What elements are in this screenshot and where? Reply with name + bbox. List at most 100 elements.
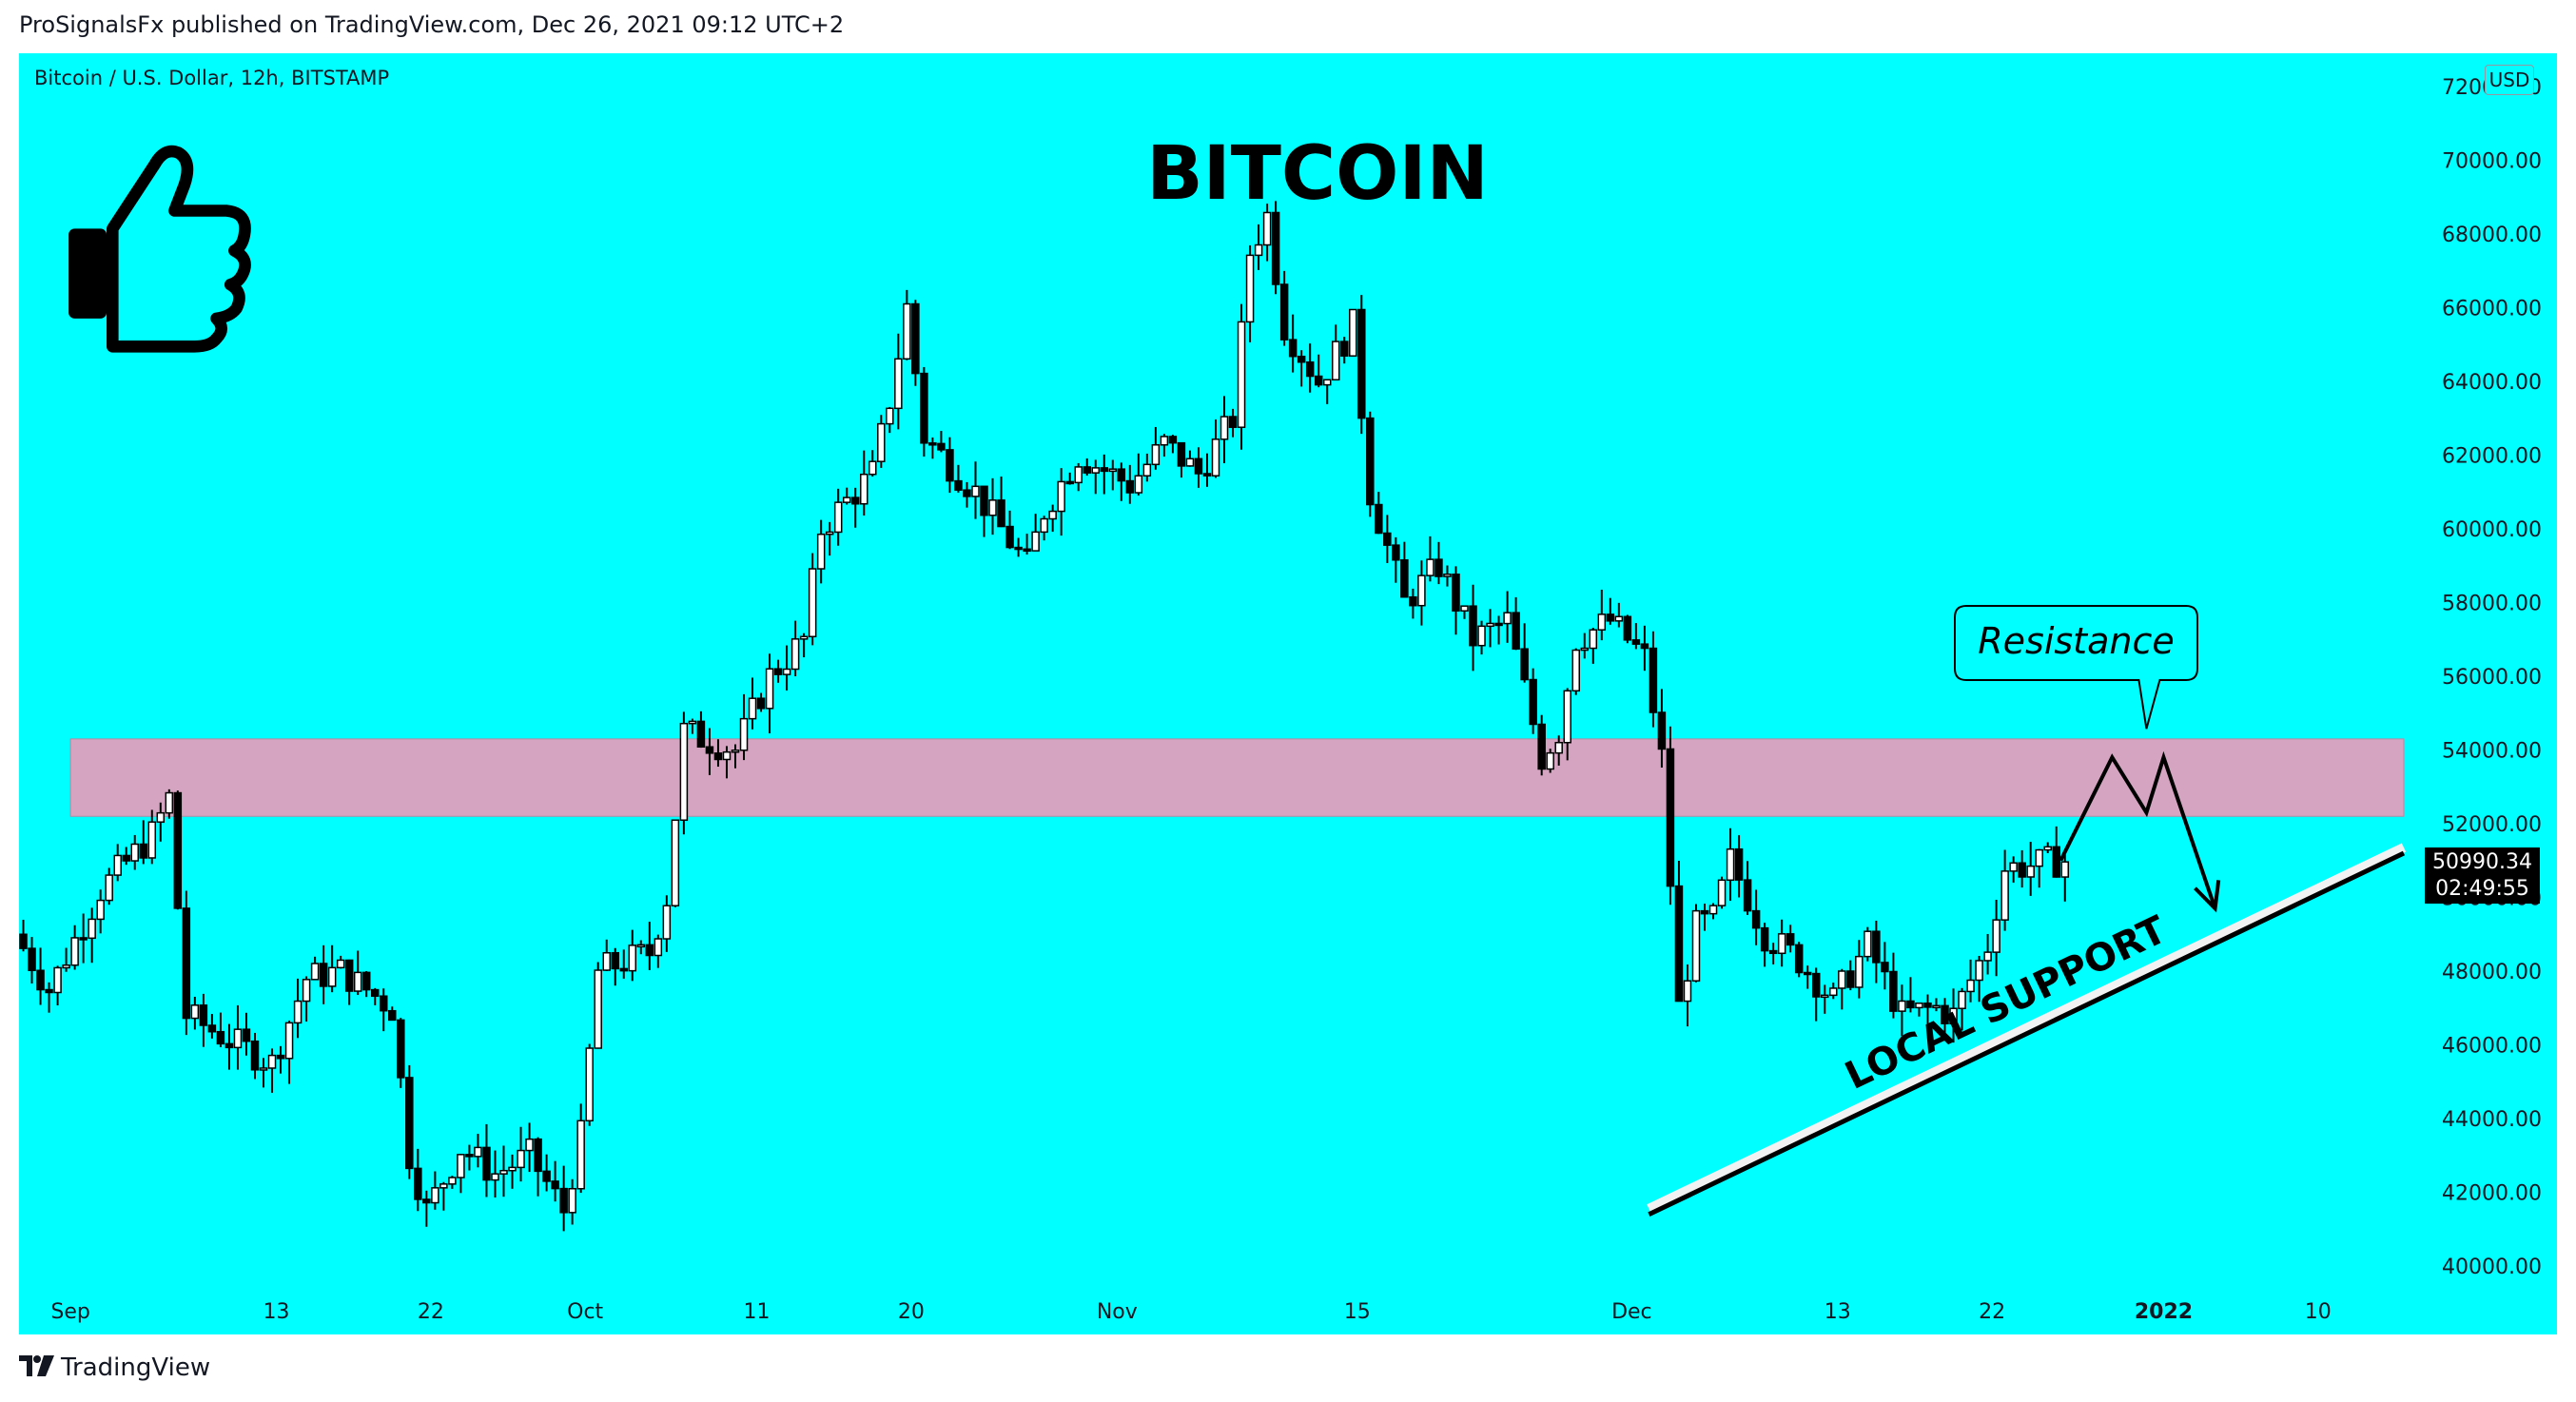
candle <box>576 1103 585 1193</box>
candle <box>1589 628 1598 664</box>
candle-body <box>28 947 36 971</box>
candle-body <box>705 746 714 754</box>
candle-body <box>1683 980 1692 1003</box>
candle-body <box>825 531 834 535</box>
candle <box>611 947 619 986</box>
candle-body <box>1898 1000 1906 1012</box>
candle <box>1023 534 1031 555</box>
candle-body <box>1674 885 1684 1003</box>
candle <box>1083 458 1091 476</box>
tradingview-logo-icon[interactable] <box>19 1355 55 1376</box>
candle-body <box>1503 612 1512 625</box>
candle <box>139 820 148 865</box>
candle <box>88 907 96 964</box>
candle-body <box>1821 994 1829 999</box>
currency-badge[interactable]: USD <box>2485 65 2534 95</box>
candle-body <box>1666 748 1675 887</box>
candle <box>1279 270 1289 346</box>
candle <box>1691 904 1701 983</box>
chart-pane[interactable]: LOCAL SUPPORT Resistance 40000.00 42000.0… <box>19 53 2557 1334</box>
candle <box>1005 510 1014 550</box>
candle-body <box>380 995 388 1012</box>
candle <box>1846 960 1855 991</box>
projection-arrow-icon <box>2194 880 2221 913</box>
candle <box>1546 749 1554 773</box>
publish-info-text: ProSignalsFx published on TradingView.co… <box>19 11 845 38</box>
chart-canvas[interactable]: LOCAL SUPPORT Resistance 40000.00 42000.0… <box>19 53 2557 1334</box>
candle-body <box>1580 647 1590 652</box>
candle <box>1040 516 1048 541</box>
candle-body <box>1305 360 1315 378</box>
thumbs-up-icon <box>68 145 251 353</box>
candle <box>1674 861 1684 1003</box>
candle <box>1245 244 1255 342</box>
candle-body <box>1314 375 1323 386</box>
candle <box>1932 998 1941 1012</box>
candle <box>1992 900 2000 977</box>
candle-body <box>1279 283 1289 341</box>
y-tick-label: 62000.00 <box>2442 445 2542 469</box>
candle-body <box>1125 479 1135 494</box>
candle-body <box>1855 955 1864 988</box>
candle-body <box>242 1028 251 1042</box>
candle-body <box>182 907 191 1020</box>
candle-body <box>1005 525 1014 549</box>
candle <box>833 488 843 546</box>
candle <box>748 677 757 730</box>
candle <box>1760 923 1769 967</box>
candle <box>1649 631 1658 728</box>
candle-body <box>765 668 774 710</box>
candle <box>988 477 997 535</box>
candle <box>920 367 928 457</box>
symbol-info: Bitcoin / U.S. Dollar, 12h, BITSTAMP <box>34 67 390 89</box>
candle-body <box>1691 909 1701 982</box>
candle <box>1803 965 1812 989</box>
candle <box>1228 408 1238 438</box>
candle-body <box>1777 933 1786 955</box>
candle-body <box>96 899 105 921</box>
candle-body <box>894 358 903 410</box>
candle-body <box>1983 951 1992 962</box>
candle <box>207 1014 217 1039</box>
candle-body <box>860 473 868 505</box>
candle <box>1966 959 1975 1003</box>
candle-body <box>1245 254 1255 323</box>
candle-body <box>980 485 988 516</box>
candle-body <box>1915 1002 1923 1009</box>
y-tick-label: 66000.00 <box>2442 298 2542 321</box>
candle-body <box>1083 466 1091 474</box>
candle-body <box>517 1149 525 1169</box>
candle <box>1614 602 1624 628</box>
candle-body <box>190 1004 200 1020</box>
candle-body <box>1322 379 1332 386</box>
candle-body <box>465 1154 474 1158</box>
y-tick-label: 44000.00 <box>2442 1108 2542 1132</box>
candle <box>1237 303 1246 450</box>
bar-countdown: 02:49:55 <box>2435 877 2529 901</box>
candle <box>182 890 191 1036</box>
candle-body <box>1589 629 1598 650</box>
candle <box>1571 648 1580 695</box>
candle-body <box>1932 1004 1941 1009</box>
x-tick-label: Nov <box>1097 1300 1138 1324</box>
candle-body <box>696 720 706 748</box>
candle-body <box>1881 962 1889 973</box>
candle-body <box>1297 355 1306 363</box>
candle <box>662 895 672 952</box>
candle <box>465 1144 474 1171</box>
candle-body <box>946 449 954 482</box>
candle-body <box>2026 865 2035 878</box>
candle-body <box>1520 648 1529 681</box>
candle-body <box>293 1000 302 1024</box>
x-tick-label: 22 <box>1979 1300 2005 1324</box>
brand-name[interactable]: TradingView <box>61 1353 211 1382</box>
candle-body <box>1434 558 1443 577</box>
candle-body <box>1829 987 1838 997</box>
candle <box>1331 324 1340 380</box>
resistance-label: Resistance <box>1978 620 2174 662</box>
candle-body <box>1074 466 1083 484</box>
candle-body <box>1537 723 1546 770</box>
candle-body <box>319 963 328 987</box>
candle-body <box>1494 622 1503 627</box>
candle-body <box>1726 847 1735 882</box>
